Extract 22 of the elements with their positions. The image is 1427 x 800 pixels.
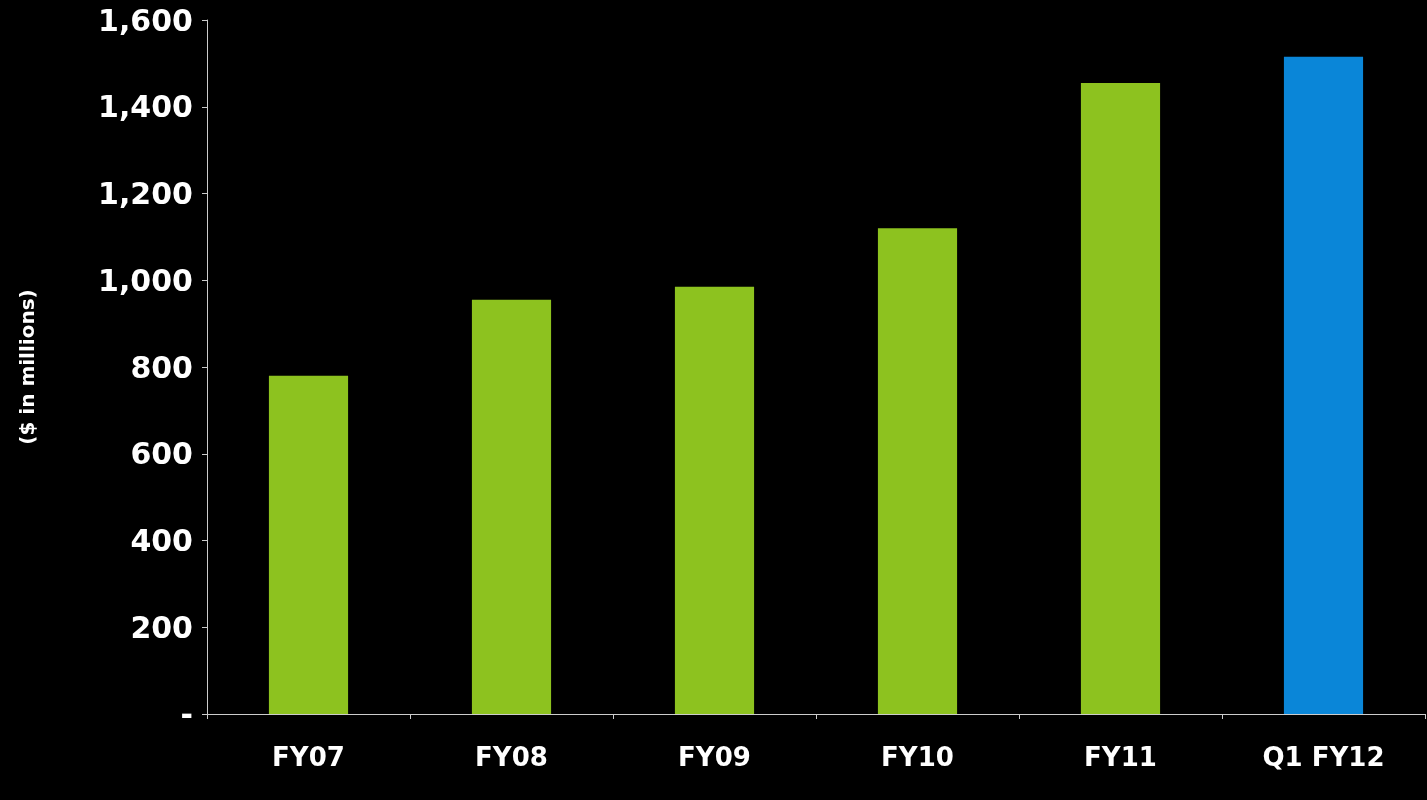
y-tick-label: 200 [130, 609, 193, 645]
x-tick-label: Q1 FY12 [1262, 742, 1385, 772]
x-tick-label: FY09 [678, 742, 751, 772]
bar [471, 299, 552, 714]
y-tick-label: 600 [130, 436, 193, 472]
y-tick-label: 800 [130, 349, 193, 385]
bar [877, 228, 958, 714]
bar [674, 286, 755, 714]
y-tick-label: 1,200 [98, 176, 193, 211]
y-tick-label: 1,400 [98, 89, 193, 125]
x-tick-label: FY11 [1084, 742, 1157, 772]
y-axis-title: ($ in millions) [15, 289, 39, 445]
x-tick-label: FY10 [881, 742, 954, 772]
y-tick-label: 1,000 [98, 262, 193, 298]
bar [1080, 82, 1161, 714]
bar [1283, 56, 1364, 714]
y-tick-label: 1,600 [98, 2, 193, 38]
bar [268, 375, 349, 714]
x-tick-label: FY07 [272, 742, 345, 772]
y-tick-label: 400 [130, 523, 193, 558]
y-tick-label: - [180, 696, 193, 732]
x-tick-label: FY08 [475, 742, 548, 772]
